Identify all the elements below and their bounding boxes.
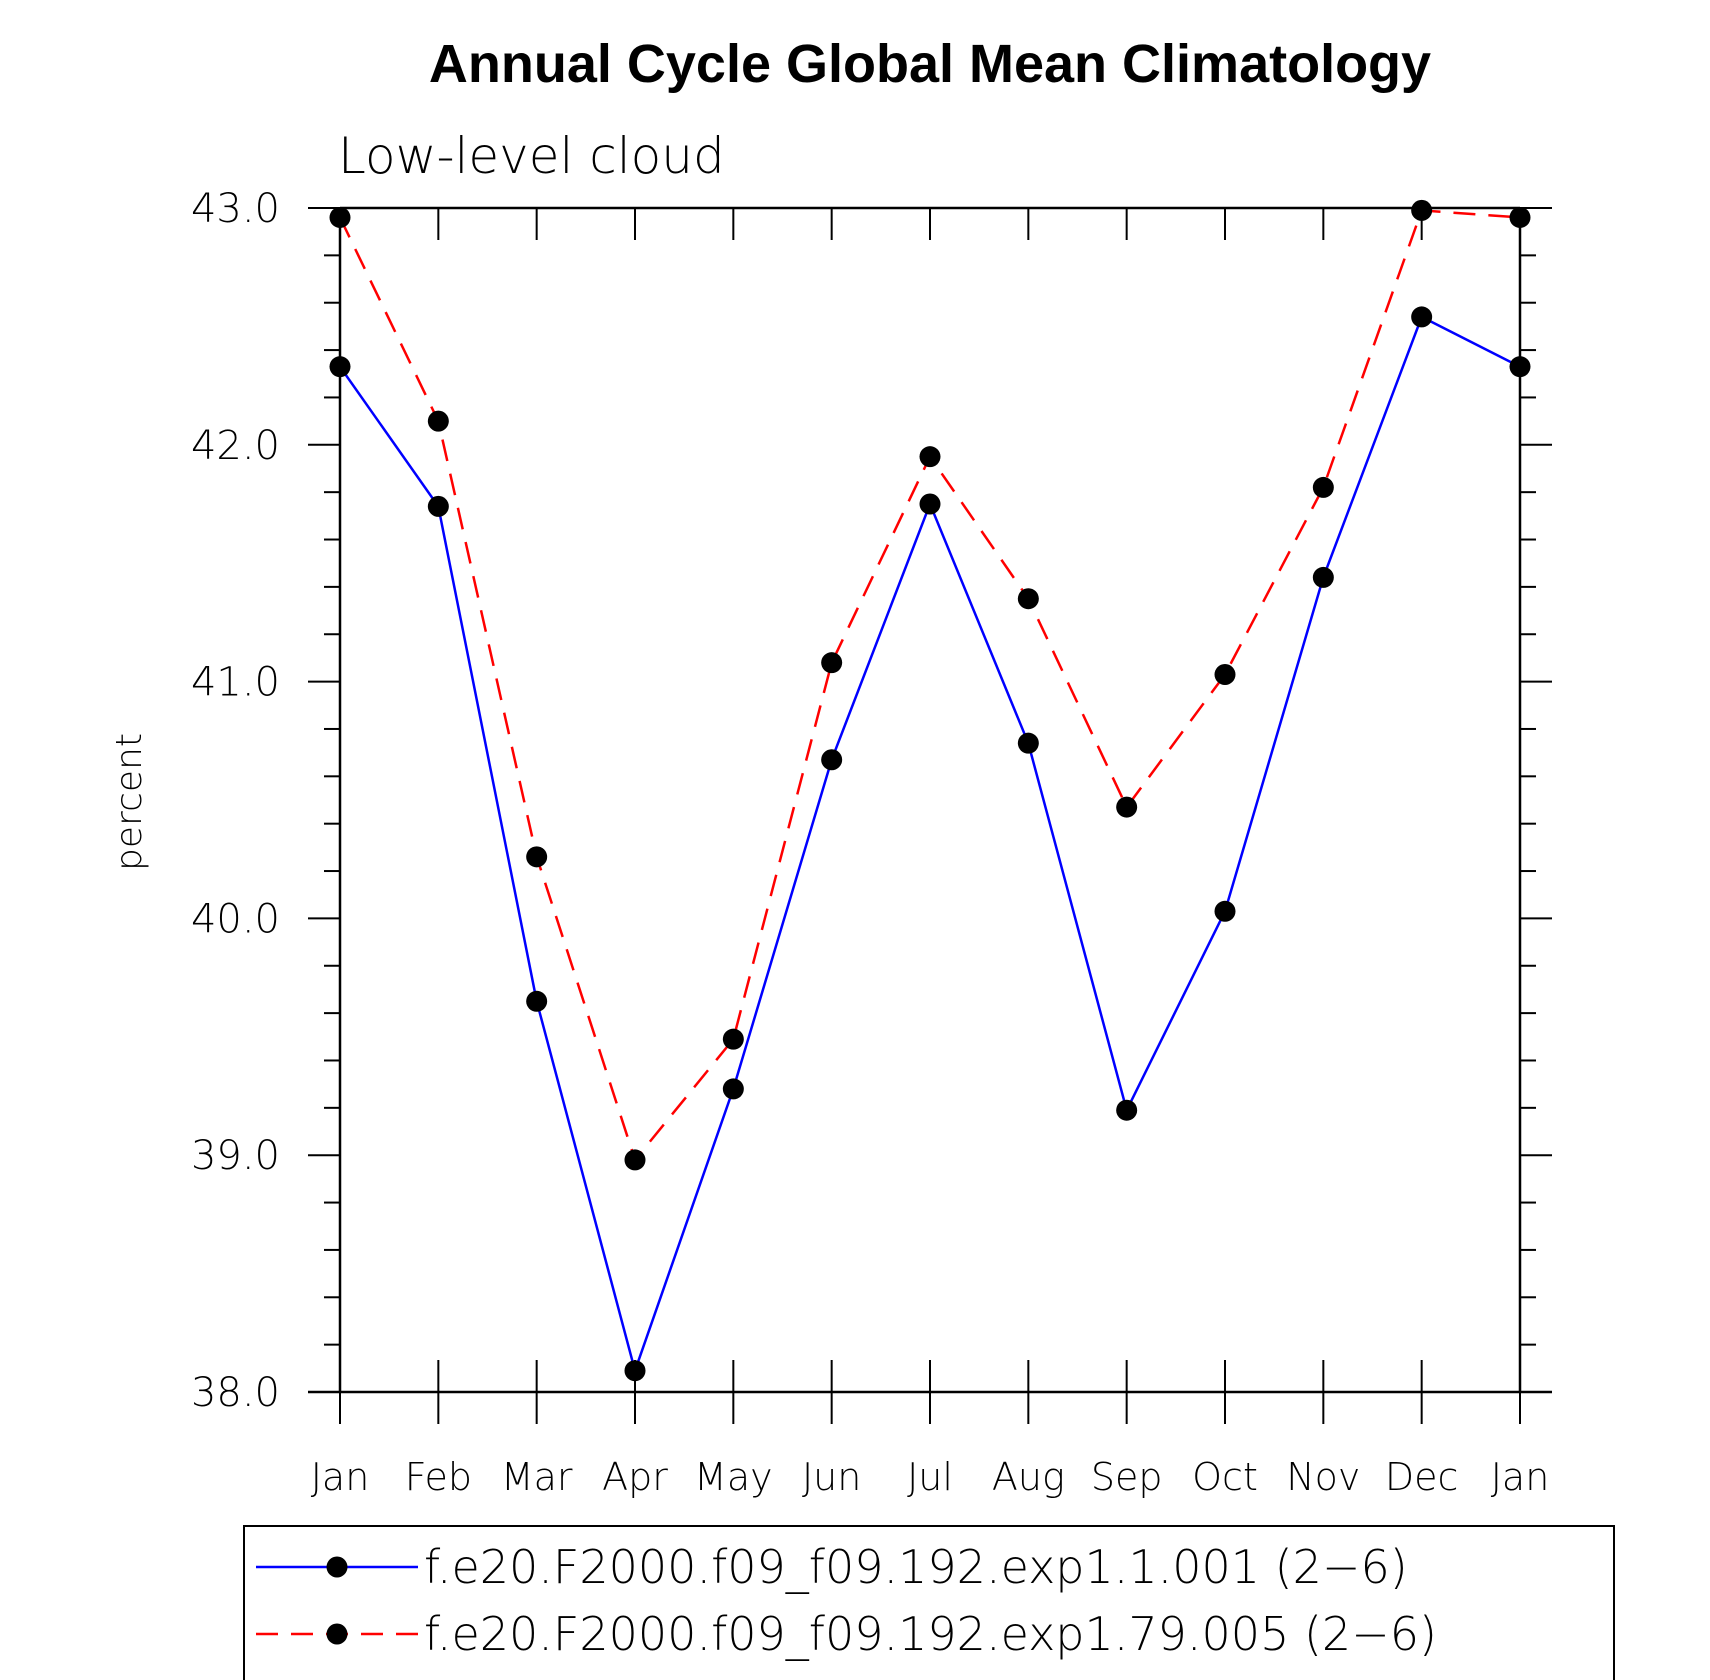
y-tick-label: 39.0: [191, 1133, 280, 1179]
legend-label-2: f.e20.F2000.f09_f09.192.exp1.79.005 (2−6…: [424, 1607, 1437, 1661]
y-tick-label: 38.0: [191, 1370, 280, 1416]
data-point-series-1: [624, 1360, 646, 1382]
y-tick-label: 41.0: [191, 660, 280, 706]
x-tick-label: Jun: [802, 1455, 861, 1499]
x-tick-label: Feb: [405, 1455, 472, 1499]
data-point-series-2: [722, 1028, 744, 1050]
data-point-series-1: [329, 356, 351, 378]
x-tick-label: Nov: [1286, 1455, 1360, 1499]
y-tick-label: 43.0: [191, 186, 280, 232]
data-point-series-2: [1017, 588, 1039, 610]
y-axis-label: percent: [109, 733, 150, 871]
data-point-series-1: [1017, 732, 1039, 754]
data-point-series-2: [1411, 199, 1433, 221]
chart-title: Annual Cycle Global Mean Climatology: [429, 34, 1431, 94]
y-tick-label: 42.0: [191, 423, 280, 469]
data-point-series-1: [427, 495, 449, 517]
data-point-series-1: [1509, 356, 1531, 378]
data-point-series-1: [1116, 1099, 1138, 1121]
x-tick-label: Sep: [1091, 1455, 1163, 1499]
series-line-2: [338, 209, 1521, 1163]
x-tick-label: Jul: [907, 1455, 953, 1499]
data-point-series-2: [1214, 663, 1236, 685]
x-tick-label: Mar: [501, 1455, 573, 1499]
legend: f.e20.F2000.f09_f09.192.exp1.1.001 (2−6)…: [243, 1525, 1615, 1680]
data-point-series-1: [919, 493, 941, 515]
plot-frame: [308, 206, 1552, 1394]
data-point-series-1: [1411, 306, 1433, 328]
data-point-series-1: [722, 1078, 744, 1100]
x-tick-label: May: [694, 1455, 773, 1499]
data-point-series-2: [526, 846, 548, 868]
x-tick-label: Jan: [311, 1455, 370, 1499]
chart-subtitle: Low-level cloud: [338, 127, 725, 185]
data-point-series-2: [1116, 796, 1138, 818]
data-point-series-2: [1312, 476, 1334, 498]
data-point-series-2: [329, 206, 351, 228]
data-point-series-2: [919, 446, 941, 468]
markers-layer: [329, 199, 1531, 1382]
series-line-1: [338, 315, 1521, 1375]
x-tick-label: Dec: [1385, 1455, 1459, 1499]
x-tick-label: Apr: [602, 1455, 668, 1499]
y-tick-labels: 38.0 39.0 40.0 41.0 42.0 43.0: [191, 186, 280, 1416]
legend-marker-2: [326, 1623, 348, 1645]
data-point-series-1: [1312, 566, 1334, 588]
data-point-series-2: [1509, 206, 1531, 228]
data-point-series-2: [427, 410, 449, 432]
legend-box: [243, 1525, 1615, 1680]
data-point-series-1: [821, 749, 843, 771]
y-tick-label: 40.0: [191, 896, 280, 942]
axis-ticks: [308, 207, 1552, 1424]
x-tick-label: Aug: [992, 1455, 1065, 1499]
data-point-series-1: [1214, 900, 1236, 922]
legend-label-1: f.e20.F2000.f09_f09.192.exp1.1.001 (2−6): [424, 1540, 1408, 1594]
x-tick-label: Jan: [1491, 1455, 1550, 1499]
data-point-series-1: [526, 990, 548, 1012]
x-tick-labels: Jan Feb Mar Apr May Jun Jul Aug Sep Oct Nov Dec Jan: [311, 1455, 1550, 1499]
x-tick-label: Oct: [1192, 1455, 1258, 1499]
data-point-series-2: [821, 652, 843, 674]
data-point-series-2: [624, 1149, 646, 1171]
series-layer: [338, 209, 1521, 1375]
legend-marker-1: [326, 1556, 348, 1578]
